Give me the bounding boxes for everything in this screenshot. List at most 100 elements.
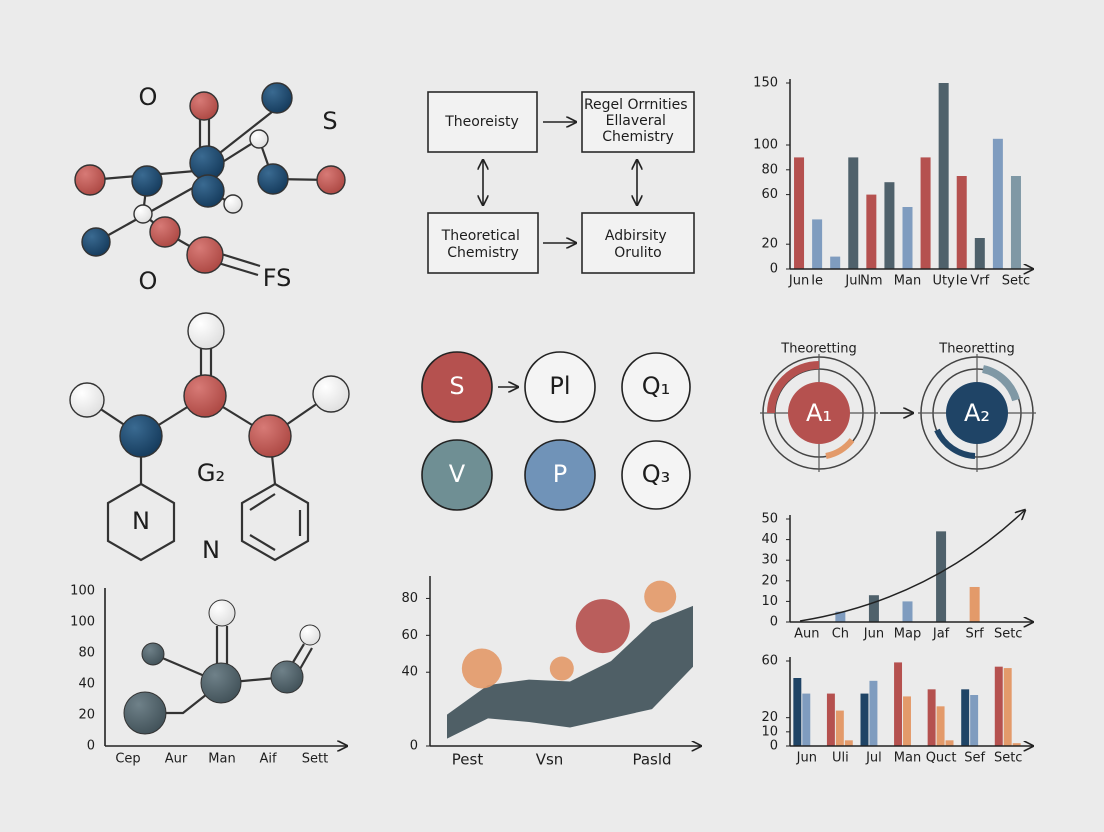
area-band bbox=[447, 605, 693, 739]
bar bbox=[992, 138, 1003, 269]
atom-label: N bbox=[202, 536, 220, 564]
bar bbox=[936, 531, 947, 622]
y-tick-label: 30 bbox=[761, 553, 778, 568]
box-line: Adbirsity bbox=[605, 228, 667, 244]
x-axis-label: Cep bbox=[115, 752, 140, 767]
x-tick-label: Jun bbox=[796, 751, 817, 766]
bar bbox=[835, 710, 844, 746]
bar bbox=[868, 595, 879, 622]
y-axis-label: 80 bbox=[78, 646, 95, 661]
bar bbox=[793, 678, 802, 746]
orbit-title: Theoretting bbox=[780, 342, 857, 357]
bar bbox=[802, 693, 811, 746]
box-line: Ellaveral bbox=[606, 113, 666, 129]
x-tick-label: Uli bbox=[832, 751, 849, 766]
x-tick-label: Man bbox=[894, 751, 921, 766]
atom-label: G₂ bbox=[197, 459, 225, 487]
y-tick-label: 50 bbox=[761, 512, 778, 527]
y-tick-label: 0 bbox=[410, 739, 418, 754]
bar bbox=[974, 238, 985, 269]
x-axis-label: Man bbox=[208, 752, 235, 767]
box-line: Regel Orrnities bbox=[584, 97, 688, 113]
x-tick-label: Ie bbox=[956, 274, 968, 289]
bar bbox=[936, 706, 945, 746]
x-tick-label: Setc bbox=[994, 627, 1023, 642]
y-tick-label: 60 bbox=[761, 654, 778, 669]
y-axis-label: 0 bbox=[87, 739, 95, 754]
bar bbox=[869, 680, 878, 746]
orbits bbox=[760, 354, 1036, 472]
bar bbox=[938, 83, 949, 269]
flowchart: Theoreisty Regel Orrnities Ellaveral Che… bbox=[427, 91, 695, 274]
flow-box bbox=[427, 212, 539, 274]
circle-label: S bbox=[449, 372, 464, 400]
bar bbox=[961, 689, 970, 746]
bar bbox=[830, 256, 841, 269]
y-tick-label: 60 bbox=[761, 187, 778, 202]
x-tick-label: Ie bbox=[811, 274, 823, 289]
y-tick-label: 20 bbox=[761, 237, 778, 252]
orbit-label: A₁ bbox=[806, 399, 832, 427]
x-tick-label: Setc bbox=[994, 751, 1023, 766]
axis-diagram bbox=[104, 588, 347, 746]
y-tick-label: 10 bbox=[761, 724, 778, 739]
bubble bbox=[461, 648, 502, 689]
y-tick-label: 20 bbox=[761, 710, 778, 725]
box-line: Chemistry bbox=[602, 129, 674, 145]
box-text: Theoretical Chemistry bbox=[441, 228, 525, 261]
y-axis-label: 40 bbox=[78, 677, 95, 692]
bar bbox=[894, 662, 903, 746]
trend-curve bbox=[799, 510, 1025, 622]
flow-box bbox=[581, 212, 695, 274]
x-tick-label: Jun bbox=[863, 627, 884, 642]
y-tick-label: 60 bbox=[401, 628, 418, 643]
atom-label: S bbox=[322, 107, 337, 135]
bar bbox=[884, 182, 895, 269]
x-tick-label: Pest bbox=[452, 751, 484, 769]
bar bbox=[969, 586, 980, 622]
bar bbox=[844, 740, 853, 746]
y-tick-label: 80 bbox=[761, 162, 778, 177]
bar bbox=[794, 157, 805, 269]
x-tick-label: Setc bbox=[1002, 274, 1031, 289]
atom-label: N bbox=[132, 507, 150, 535]
circle-label: Pl bbox=[549, 372, 570, 400]
orbit-title: Theoretting bbox=[938, 342, 1015, 357]
circle-label: Q₁ bbox=[642, 372, 671, 400]
x-tick-label: Uty bbox=[932, 274, 955, 289]
box-line: Theoretical bbox=[441, 228, 520, 244]
y-tick-label: 0 bbox=[770, 262, 778, 277]
bar bbox=[860, 693, 869, 746]
bar bbox=[927, 689, 936, 746]
box-text: Adbirsity Orulito bbox=[605, 228, 671, 261]
circle-grid bbox=[421, 351, 691, 511]
y-tick-label: 100 bbox=[753, 138, 778, 153]
bar bbox=[812, 219, 823, 269]
x-tick-label: Srf bbox=[966, 627, 985, 642]
y-axis-label: 100 bbox=[70, 584, 95, 599]
bubble bbox=[644, 580, 677, 613]
box-line: Chemistry bbox=[447, 245, 519, 261]
bar bbox=[994, 666, 1003, 746]
x-tick-label: Ch bbox=[832, 627, 849, 642]
x-axis-label: Aif bbox=[259, 752, 277, 767]
bar bbox=[902, 601, 913, 622]
x-tick-label: Vrf bbox=[970, 274, 989, 289]
x-tick-label: Nm bbox=[860, 274, 882, 289]
box-line: Orulito bbox=[614, 245, 661, 261]
x-tick-label: Jul bbox=[844, 274, 861, 289]
bar bbox=[826, 693, 835, 746]
molecule-top bbox=[74, 82, 346, 277]
bar bbox=[902, 207, 913, 269]
flow-box bbox=[581, 91, 695, 153]
bar bbox=[848, 157, 859, 269]
bar bbox=[835, 611, 846, 622]
x-tick-label: Pasld bbox=[632, 751, 671, 769]
x-tick-label: Jun bbox=[788, 274, 809, 289]
bar bbox=[920, 157, 931, 269]
orbit-label: A₂ bbox=[964, 399, 990, 427]
x-tick-label: Quct bbox=[926, 751, 957, 766]
x-tick-label: Sef bbox=[964, 751, 985, 766]
bar bbox=[956, 176, 967, 269]
